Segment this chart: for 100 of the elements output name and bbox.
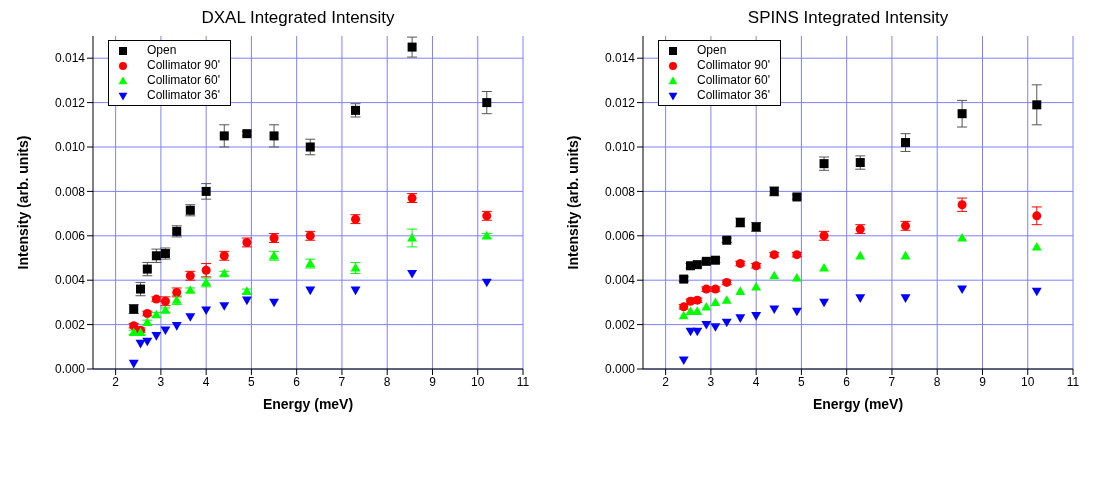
legend-label: Collimator 36' — [697, 88, 770, 103]
point — [160, 326, 171, 336]
point — [957, 233, 968, 242]
x-tick-label: 2 — [112, 374, 120, 389]
legend-label: Collimator 60' — [697, 73, 770, 88]
point — [1032, 211, 1042, 221]
y-tick-label: 0.008 — [54, 184, 86, 199]
y-tick-label: 0.012 — [604, 95, 636, 110]
point — [241, 296, 252, 306]
x-tick-label: 4 — [202, 374, 210, 389]
y-tick-label: 0.006 — [604, 229, 636, 244]
point — [710, 297, 721, 306]
point — [701, 321, 712, 330]
point — [735, 286, 746, 295]
y-tick-label: 0.008 — [604, 184, 636, 199]
point — [269, 298, 279, 308]
x-tick-label: 4 — [752, 374, 760, 389]
legend-label: Collimator 90' — [147, 58, 220, 73]
point — [305, 142, 315, 152]
x-tick-label: 8 — [933, 374, 941, 389]
x-tick-label: 2 — [662, 374, 670, 389]
point — [957, 109, 967, 119]
point — [692, 327, 703, 337]
y-tick-label: 0.010 — [54, 140, 86, 155]
y-tick-label: 0.006 — [54, 229, 86, 244]
point — [678, 310, 689, 320]
point — [305, 286, 316, 296]
x-tick-label: 9 — [979, 374, 987, 389]
chart-title: DXAL Integrated Intensity — [200, 8, 396, 29]
legend-label: Open — [147, 43, 177, 58]
y-tick-label: 0.002 — [604, 317, 636, 332]
point — [900, 250, 911, 260]
point — [128, 359, 139, 369]
x-tick-label: 3 — [707, 374, 715, 389]
point — [407, 269, 418, 279]
x-tick-label: 3 — [157, 374, 165, 389]
point — [791, 273, 802, 282]
legend-label: Collimator 60' — [147, 73, 220, 88]
legend-label: Collimator 90' — [697, 58, 770, 73]
point — [201, 186, 211, 196]
x-axis-title: Energy (meV) — [812, 396, 904, 412]
x-tick-label: 11 — [516, 374, 530, 389]
point — [855, 294, 866, 303]
point — [751, 312, 762, 321]
point — [819, 298, 829, 308]
point — [900, 294, 911, 303]
y-tick-label: 0.000 — [54, 362, 86, 377]
x-tick-label: 5 — [798, 374, 806, 389]
y-tick-label: 0.010 — [604, 140, 636, 155]
chart-title: SPINS Integrated Intensity — [746, 8, 950, 29]
x-axis-title: Energy (meV) — [262, 396, 354, 412]
x-tick-label: 5 — [248, 374, 256, 389]
point — [482, 98, 492, 108]
point — [769, 270, 780, 280]
y-axis-title: Intensity (arb. units) — [564, 135, 581, 270]
point — [735, 314, 746, 323]
point — [791, 307, 802, 317]
x-tick-label: 9 — [429, 374, 437, 389]
point — [710, 323, 721, 332]
point — [135, 339, 146, 349]
x-tick-label: 6 — [843, 374, 851, 389]
x-tick-label: 8 — [383, 374, 391, 389]
point — [350, 286, 361, 296]
point — [957, 285, 968, 295]
point — [171, 322, 182, 331]
y-tick-label: 0.000 — [604, 362, 636, 377]
legend-label: Collimator 36' — [147, 88, 220, 103]
x-tick-label: 10 — [471, 374, 485, 389]
point — [219, 131, 229, 141]
x-tick-label: 6 — [293, 374, 301, 389]
point — [142, 337, 153, 347]
y-tick-label: 0.004 — [604, 273, 636, 288]
point — [751, 281, 762, 291]
point — [407, 42, 417, 52]
point — [1031, 287, 1042, 297]
y-tick-label: 0.012 — [54, 95, 86, 110]
point — [201, 265, 211, 275]
y-tick-label: 0.014 — [54, 51, 86, 66]
point — [185, 313, 196, 322]
point — [407, 233, 418, 242]
y-tick-label: 0.014 — [604, 51, 636, 66]
point — [201, 306, 212, 316]
point — [769, 305, 780, 315]
point — [678, 356, 689, 366]
point — [151, 332, 162, 341]
legend-label: Open — [697, 43, 727, 58]
point — [219, 302, 230, 311]
x-tick-label: 11 — [1066, 374, 1080, 389]
point — [721, 318, 732, 328]
y-tick-label: 0.002 — [54, 317, 86, 332]
y-axis-title: Intensity (arb. units) — [14, 135, 31, 270]
x-tick-label: 7 — [338, 374, 346, 389]
y-tick-label: 0.004 — [54, 273, 86, 288]
point — [701, 301, 712, 311]
point — [721, 295, 732, 304]
x-tick-label: 7 — [888, 374, 896, 389]
point — [269, 131, 279, 141]
point — [1031, 241, 1042, 251]
point — [901, 138, 911, 148]
x-tick-label: 10 — [1021, 374, 1035, 389]
